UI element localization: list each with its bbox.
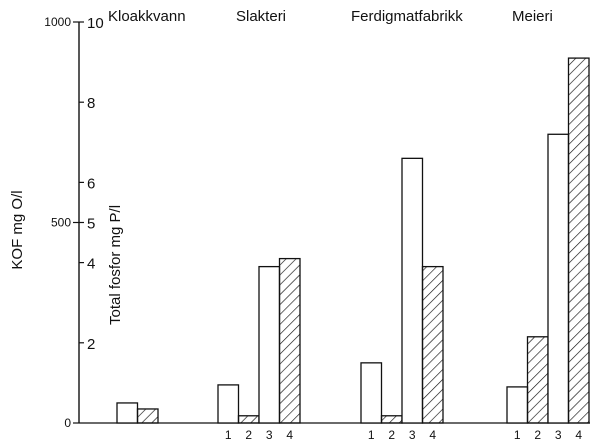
bar-slakteri-4 bbox=[278, 257, 301, 424]
ticks: 0 500 1000 2 4 5 6 8 10 bbox=[44, 15, 103, 430]
right-scale-tick-label: 2 bbox=[87, 336, 95, 353]
right-scale-tick-label: 10 bbox=[87, 15, 104, 32]
bar-number-label: 1 bbox=[514, 428, 521, 441]
bar-slakteri-2 bbox=[237, 415, 260, 424]
bar-slakteri-3 bbox=[258, 265, 281, 424]
right-axis-title: Total fosfor mg P/l bbox=[107, 205, 124, 325]
group-title-slakteri: Slakteri bbox=[236, 8, 286, 25]
bars bbox=[116, 57, 590, 424]
group-title-ferdigmatfabrikk: Ferdigmatfabrikk bbox=[351, 8, 463, 25]
bar-number-label: 1 bbox=[225, 428, 232, 441]
left-axis-tick-label: 1000 bbox=[44, 15, 71, 29]
bar-number-label: 4 bbox=[429, 428, 436, 441]
bar-number-label: 3 bbox=[266, 428, 273, 441]
right-scale-tick-label: 4 bbox=[87, 256, 95, 273]
bar-number-label: 1 bbox=[368, 428, 375, 441]
bar-kloakkvann-2 bbox=[136, 408, 159, 424]
bar-number-label: 3 bbox=[555, 428, 562, 441]
bar-number-label: 3 bbox=[409, 428, 416, 441]
bar-number-label: 2 bbox=[534, 428, 541, 441]
right-scale-tick-label: 8 bbox=[87, 95, 95, 112]
left-axis-tick-label: 500 bbox=[51, 216, 71, 230]
left-axis-title: KOF mg O/l bbox=[9, 190, 26, 269]
left-axis-tick-label: 0 bbox=[64, 416, 71, 430]
bar-number-label: 4 bbox=[575, 428, 582, 441]
bar-ferdigmatfabrikk-3 bbox=[401, 157, 424, 424]
group-title-meieri: Meieri bbox=[512, 8, 553, 25]
labels: Kloakkvann Slakteri Ferdigmatfabrikk Meieri… bbox=[108, 8, 582, 441]
bar-kloakkvann-1 bbox=[116, 402, 139, 424]
group-title-kloakkvann: Kloakkvann bbox=[108, 8, 186, 25]
bar-slakteri-1 bbox=[217, 384, 240, 424]
right-scale-tick-label: 6 bbox=[87, 175, 95, 192]
bar-meieri-2 bbox=[526, 336, 549, 424]
bar-meieri-4 bbox=[567, 57, 590, 424]
bar-ferdigmatfabrikk-4 bbox=[421, 265, 444, 424]
axes bbox=[78, 22, 590, 424]
bar-ferdigmatfabrikk-2 bbox=[380, 415, 403, 424]
bar-ferdigmatfabrikk-1 bbox=[360, 362, 383, 424]
bar-number-label: 4 bbox=[286, 428, 293, 441]
bar-meieri-3 bbox=[547, 133, 570, 424]
right-scale-tick-label: 5 bbox=[87, 216, 95, 233]
bar-number-label: 2 bbox=[388, 428, 395, 441]
bar-number-label: 2 bbox=[245, 428, 252, 441]
bar-meieri-1 bbox=[506, 386, 529, 424]
